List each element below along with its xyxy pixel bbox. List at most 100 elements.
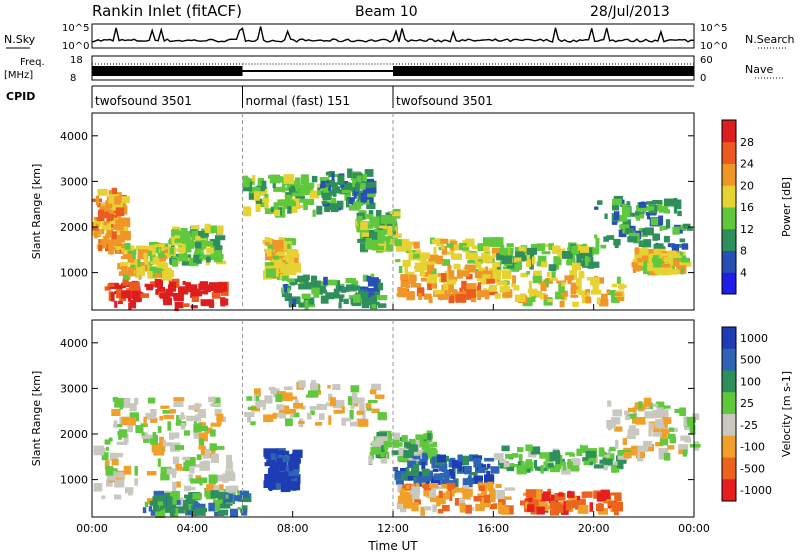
- heatmap-cell: [418, 293, 422, 300]
- heatmap-cell: [551, 271, 556, 281]
- heatmap-cell: [351, 280, 359, 287]
- heatmap-cell: [330, 397, 336, 407]
- heatmap-cell: [113, 219, 120, 230]
- heatmap-cell: [283, 455, 293, 463]
- heatmap-cell: [493, 237, 504, 248]
- heatmap-cell: [323, 276, 328, 286]
- heatmap-cell: [462, 240, 474, 247]
- cpid-segment-label: twofsound 3501: [396, 94, 493, 108]
- heatmap-cell: [303, 182, 315, 188]
- heatmap-cell: [325, 182, 330, 189]
- heatmap-cell: [429, 495, 440, 503]
- heatmap-cell: [105, 466, 114, 476]
- heatmap-cell: [121, 196, 130, 204]
- heatmap-cell: [660, 428, 668, 439]
- heatmap-cell: [490, 466, 500, 474]
- heatmap-cell: [210, 403, 221, 407]
- heatmap-cell: [274, 209, 281, 217]
- heatmap-cell: [178, 287, 184, 297]
- heatmap-cell: [244, 207, 252, 217]
- heatmap-cell: [99, 205, 109, 211]
- heatmap-cell: [645, 211, 657, 216]
- heatmap-cell: [619, 214, 628, 222]
- heatmap-cell: [267, 481, 279, 490]
- heatmap-cell: [663, 452, 671, 461]
- heatmap-cell: [306, 412, 312, 420]
- heatmap-cell: [103, 235, 107, 241]
- heatmap-cell: [474, 256, 483, 260]
- heatmap-cell: [661, 263, 671, 268]
- heatmap-cell: [188, 474, 193, 482]
- heatmap-cell: [539, 493, 550, 502]
- heatmap-cell: [545, 452, 553, 459]
- heatmap-cell: [341, 406, 345, 414]
- heatmap-cell: [448, 270, 455, 278]
- heatmap-cell: [270, 388, 280, 395]
- heatmap-cell: [128, 491, 133, 496]
- colorbar-frame: [721, 119, 737, 295]
- heatmap-cell: [159, 505, 164, 511]
- heatmap-cell: [198, 445, 206, 450]
- heatmap-cell: [547, 299, 553, 303]
- heatmap-cell: [413, 253, 420, 259]
- heatmap-cell: [157, 498, 164, 505]
- heatmap-cell: [672, 226, 680, 235]
- nsky-trace: [91, 26, 695, 43]
- colorbar-tick-label: 20: [740, 179, 754, 192]
- heatmap-cell: [426, 447, 437, 458]
- heatmap-cell: [378, 303, 387, 308]
- heatmap-cell: [144, 257, 149, 265]
- heatmap-cell: [264, 462, 272, 467]
- heatmap-cell: [526, 247, 537, 255]
- heatmap-cell: [402, 259, 411, 267]
- heatmap-cell: [203, 241, 214, 247]
- heatmap-cell: [448, 458, 455, 468]
- heatmap-cell: [123, 397, 131, 408]
- heatmap-cell: [117, 220, 124, 231]
- heatmap-cell: [199, 478, 203, 486]
- heatmap-cell: [119, 400, 123, 410]
- heatmap-cell: [346, 197, 355, 205]
- heatmap-cell: [255, 203, 261, 212]
- heatmap-cell: [505, 505, 514, 515]
- heatmap-cell: [272, 183, 276, 189]
- heatmap-cell: [477, 243, 484, 251]
- heatmap-cell: [122, 272, 131, 280]
- heatmap-cell: [533, 460, 537, 469]
- heatmap-cell: [393, 466, 398, 472]
- heatmap-cell: [377, 432, 388, 441]
- heatmap-cell: [576, 499, 586, 508]
- heatmap-cell: [371, 304, 377, 309]
- heatmap-cell: [504, 251, 514, 259]
- heatmap-cell: [285, 409, 297, 415]
- heatmap-cell: [258, 200, 267, 207]
- heatmap-cell: [432, 507, 437, 513]
- beam-label: Beam 10: [355, 4, 418, 20]
- heatmap-cell: [504, 462, 510, 467]
- freq-band: [92, 63, 694, 76]
- heatmap-cell: [565, 501, 572, 511]
- heatmap-cell: [354, 397, 365, 404]
- heatmap-cell: [208, 396, 216, 403]
- heatmap-cell: [606, 289, 611, 294]
- heatmap-cell: [140, 423, 148, 427]
- heatmap-cell: [285, 201, 296, 207]
- heatmap-cell: [344, 193, 351, 201]
- heatmap-cell: [624, 416, 631, 420]
- heatmap-cell: [576, 448, 583, 457]
- heatmap-cell: [583, 491, 593, 498]
- heatmap-cell: [151, 443, 162, 453]
- heatmap-cell: [457, 454, 463, 462]
- y-tick-label: 4000: [60, 337, 88, 350]
- heatmap-cell: [438, 490, 443, 498]
- heatmap-cell: [291, 203, 298, 213]
- heatmap-cell: [155, 508, 166, 518]
- heatmap-cell: [333, 409, 343, 414]
- heatmap-cell: [328, 206, 333, 210]
- heatmap-cell: [155, 244, 165, 248]
- heatmap-cell: [668, 427, 675, 432]
- heatmap-cell: [316, 404, 328, 410]
- cpid-segment-label: twofsound 3501: [95, 94, 192, 108]
- heatmap-cell: [317, 190, 325, 196]
- heatmap-cell: [299, 303, 309, 308]
